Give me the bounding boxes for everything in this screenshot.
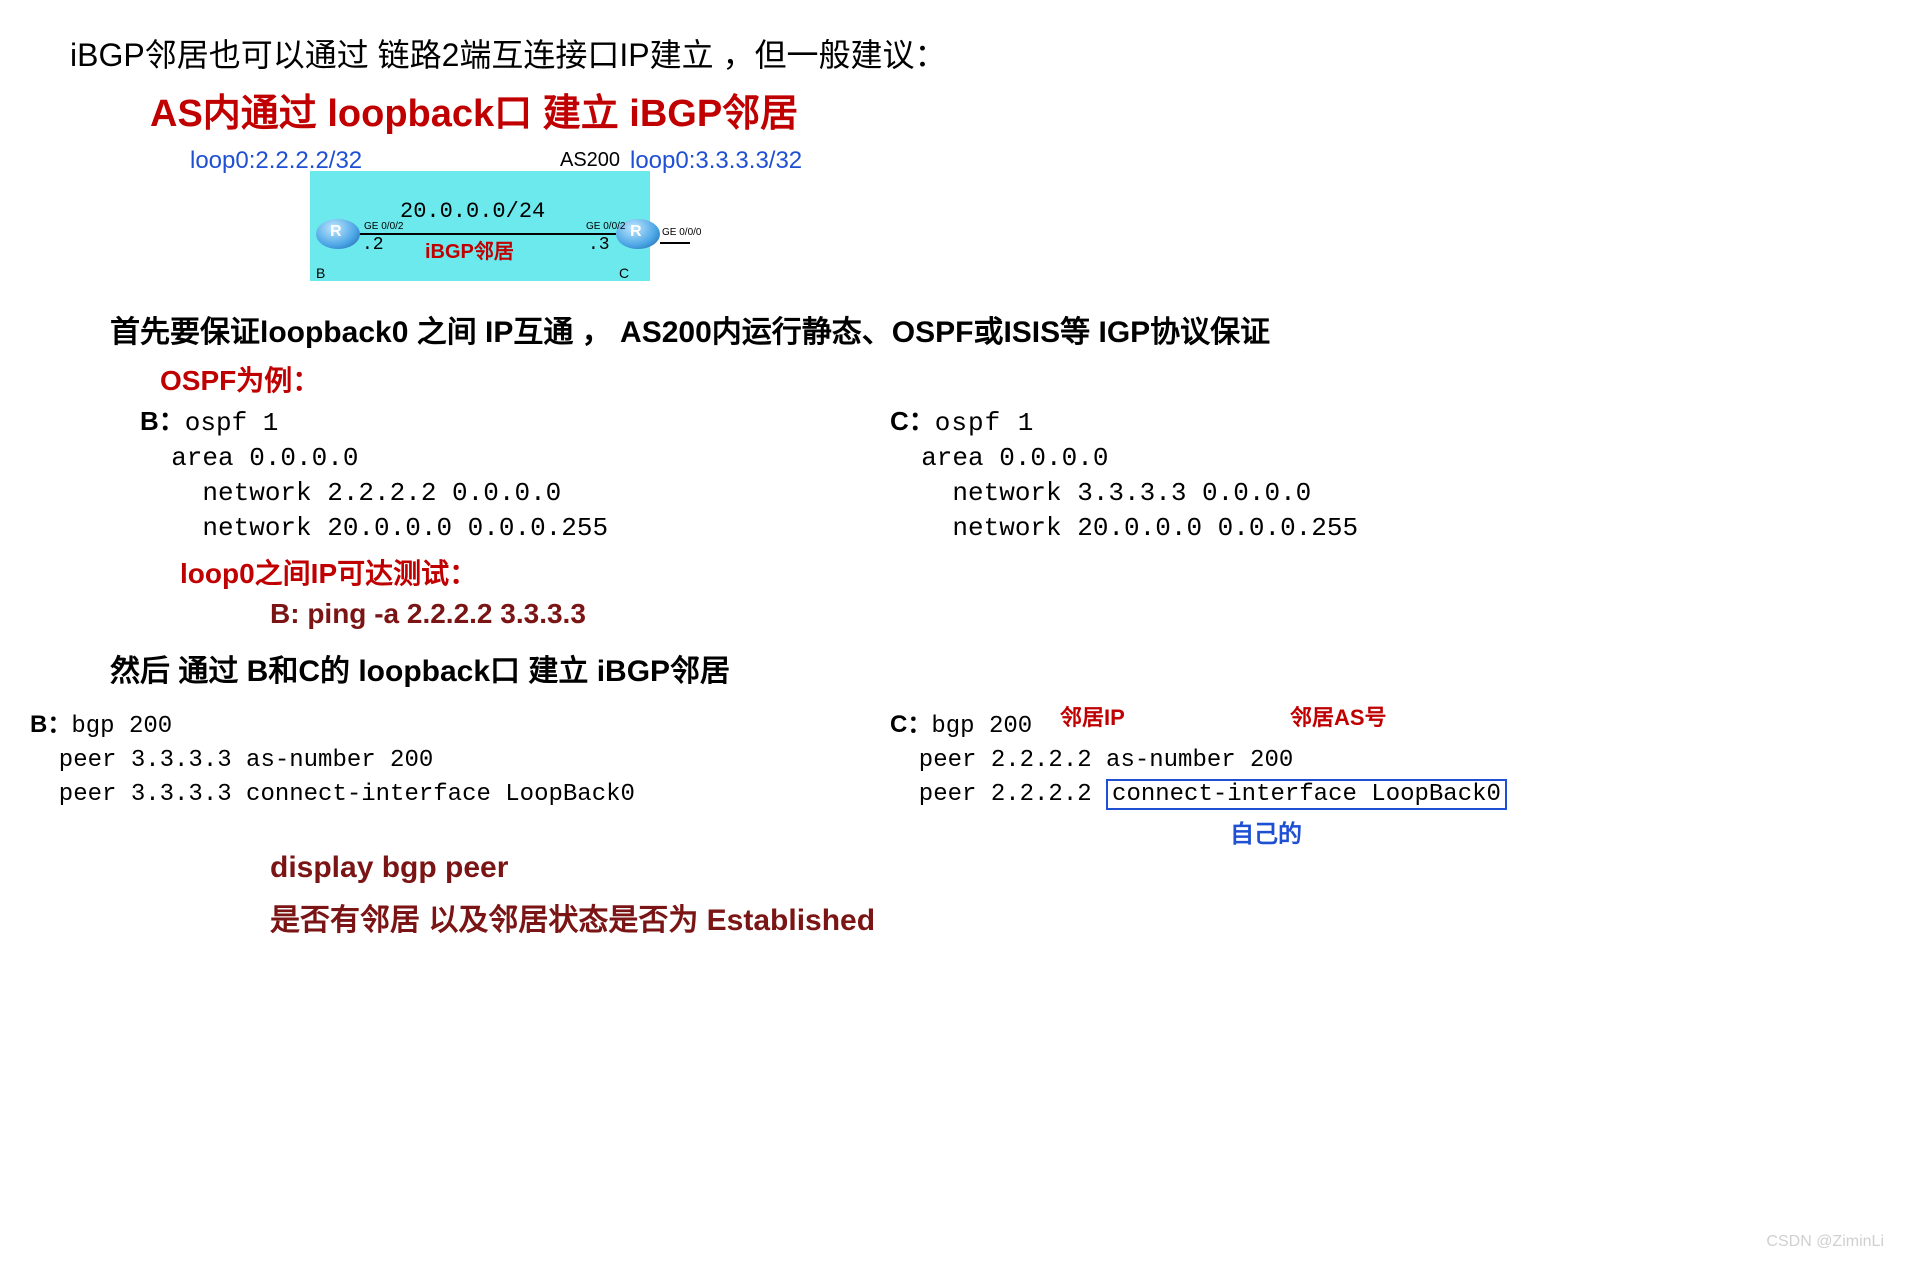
ge-c2-label: GE 0/0/0 <box>662 227 701 238</box>
ospf-b-label: B： <box>140 406 185 436</box>
router-letter: R <box>330 223 342 241</box>
ping-test-label: loop0之间IP可达测试： <box>180 552 1884 592</box>
watermark: CSDN @ZiminLi <box>1766 1233 1884 1251</box>
igp-requirement-text: 首先要保证loopback0 之间 IP互通 ， AS200内运行静态、OSPF… <box>110 307 1884 351</box>
ospf-c-label: C： <box>890 406 935 436</box>
loop0-right-label: loop0:3.3.3.3/32 <box>630 147 802 175</box>
ge-c1-label: GE 0/0/2 <box>586 221 625 232</box>
ibgp-setup-text: 然后 通过 B和C的 loopback口 建立 iBGP邻居 <box>110 646 1884 690</box>
intro-text: iBGP邻居也可以通过 链路2端互连接口IP建立 ，但一般建议： <box>70 30 1884 76</box>
bgp-config-c: 邻居IP 邻居AS号 C：bgp 200 peer 2.2.2.2 as-num… <box>890 704 1507 811</box>
router-b-icon: R <box>316 219 360 249</box>
annotation-self: 自己的 <box>1230 814 1302 849</box>
bgp-c-l2-pre: peer 2.2.2.2 <box>890 781 1106 808</box>
bgp-c-l1: peer 2.2.2.2 as-number 200 <box>890 744 1507 778</box>
ospf-config-c: C：ospf 1 area 0.0.0.0 network 3.3.3.3 0.… <box>890 401 1358 546</box>
link-line <box>358 233 616 235</box>
bgp-c-label: C： <box>890 711 931 738</box>
router-b-name: B <box>316 265 325 281</box>
topology-diagram: loop0:2.2.2.2/32 AS200 loop0:3.3.3.3/32 … <box>190 147 830 297</box>
router-letter: R <box>630 223 642 241</box>
ospf-b-cmd0: ospf 1 <box>185 408 279 438</box>
as200-label: AS200 <box>560 149 620 172</box>
ospf-c-l3: network 20.0.0.0 0.0.0.255 <box>890 511 1358 546</box>
network-label: 20.0.0.0/24 <box>400 199 545 224</box>
ospf-c-l1: area 0.0.0.0 <box>890 441 1358 476</box>
bgp-config-b: B：bgp 200 peer 3.3.3.3 as-number 200 pee… <box>30 704 890 811</box>
ospf-b-l2: network 2.2.2.2 0.0.0.0 <box>140 476 860 511</box>
host-c-ip: .3 <box>588 235 610 255</box>
bgp-b-l1: peer 3.3.3.3 as-number 200 <box>30 744 890 778</box>
ospf-b-l1: area 0.0.0.0 <box>140 441 860 476</box>
host-b-ip: .2 <box>362 235 384 255</box>
bgp-config-columns: B：bgp 200 peer 3.3.3.3 as-number 200 pee… <box>30 704 1884 811</box>
ge-b-label: GE 0/0/2 <box>364 221 403 232</box>
title-red: AS内通过 loopback口 建立 iBGP邻居 <box>150 82 1884 137</box>
bgp-b-l0: bgp 200 <box>71 713 172 740</box>
ping-command: B: ping -a 2.2.2.2 3.3.3.3 <box>270 598 1884 630</box>
annotation-neighbor-as: 邻居AS号 <box>1290 700 1387 732</box>
ospf-config-columns: B：ospf 1 area 0.0.0.0 network 2.2.2.2 0.… <box>30 401 1884 546</box>
ospf-c-cmd0: ospf 1 <box>935 408 1035 438</box>
bgp-b-label: B： <box>30 711 71 738</box>
ospf-example-label: OSPF为例： <box>160 359 1884 399</box>
ospf-b-l3: network 20.0.0.0 0.0.0.255 <box>140 511 860 546</box>
annotation-neighbor-ip: 邻居IP <box>1060 700 1125 732</box>
ospf-config-b: B：ospf 1 area 0.0.0.0 network 2.2.2.2 0.… <box>140 401 860 546</box>
bgp-c-l0: bgp 200 <box>931 713 1032 740</box>
display-bgp-peer: display bgp peer <box>270 851 1884 885</box>
ospf-c-l2: network 3.3.3.3 0.0.0.0 <box>890 476 1358 511</box>
bgp-c-l2: peer 2.2.2.2 connect-interface LoopBack0 <box>890 778 1507 812</box>
bgp-c-l2-boxed: connect-interface LoopBack0 <box>1106 779 1507 810</box>
established-check: 是否有邻居 以及邻居状态是否为 Established <box>270 895 1884 939</box>
bgp-b-l2: peer 3.3.3.3 connect-interface LoopBack0 <box>30 778 890 812</box>
router-c-name: C <box>619 265 629 281</box>
ibgp-label: iBGP邻居 <box>425 235 514 264</box>
link-line-ext <box>660 242 690 244</box>
